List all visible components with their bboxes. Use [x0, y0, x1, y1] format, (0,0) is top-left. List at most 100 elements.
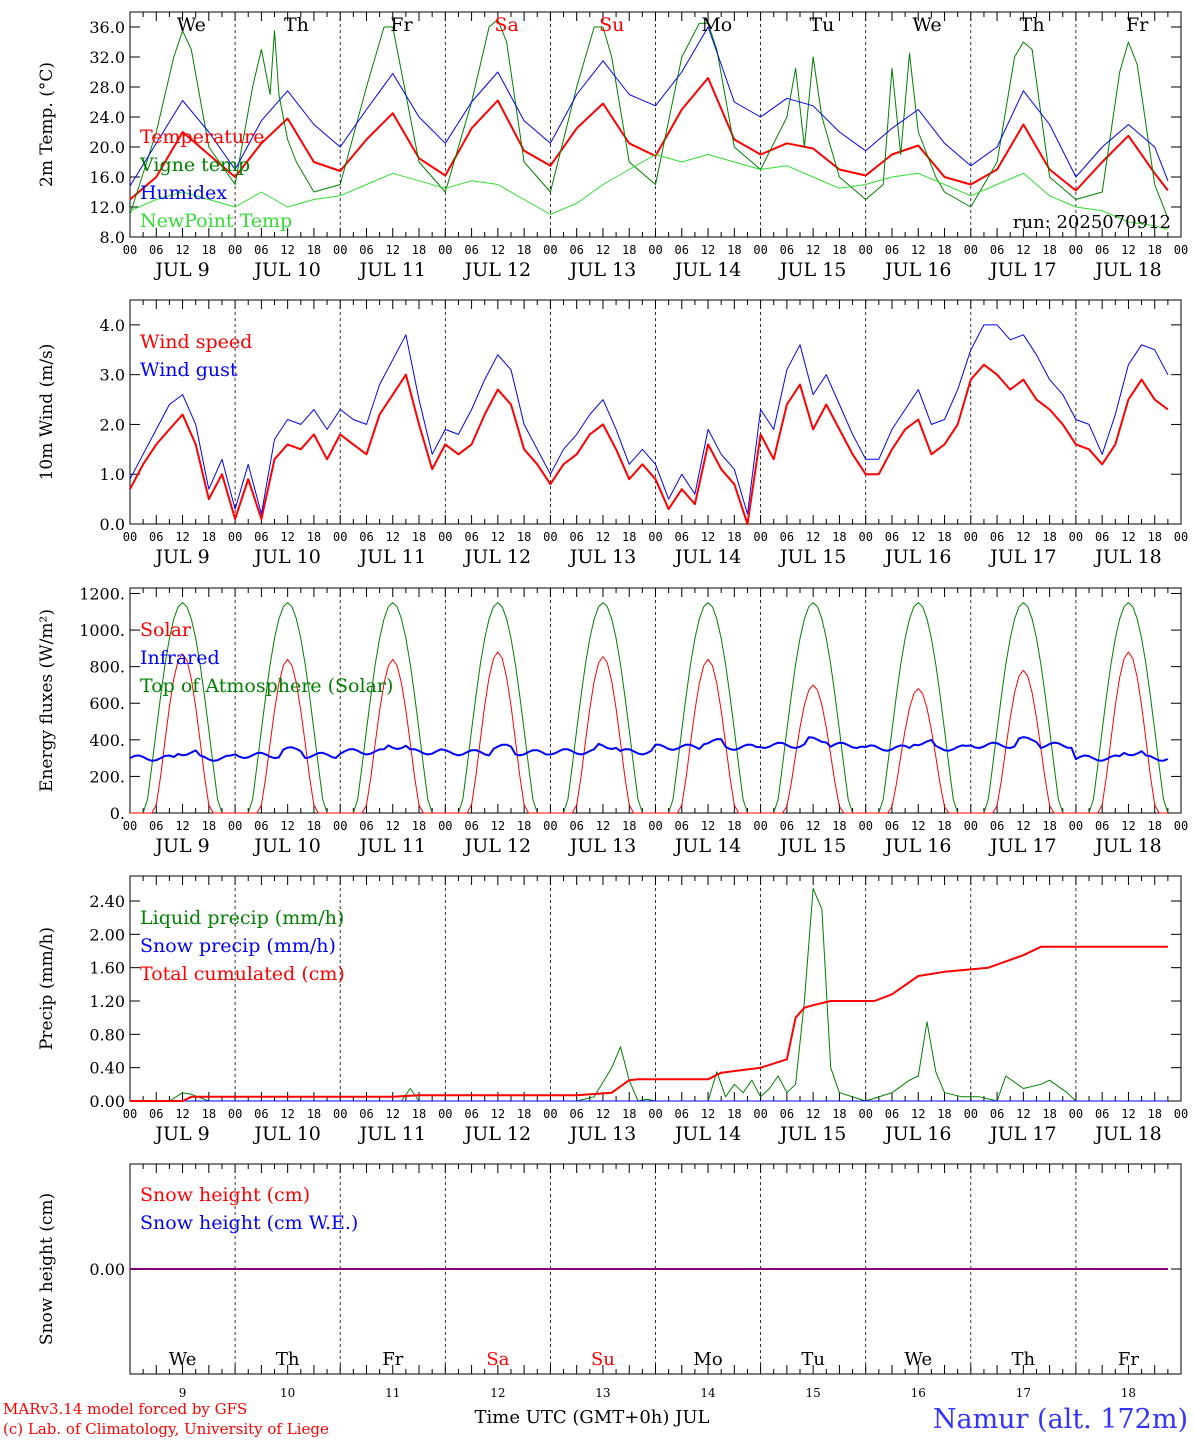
legend-entry: Wind speed: [140, 331, 252, 353]
hour-tick-label: 12: [386, 819, 400, 833]
day-number-label: 13: [595, 1386, 610, 1400]
hour-tick-label: 12: [175, 819, 189, 833]
y-tick-label: 2.40: [89, 892, 125, 911]
weekday-label: Sa: [494, 14, 518, 36]
hour-tick-label: 06: [359, 1107, 373, 1121]
hour-tick-label: 06: [675, 1107, 689, 1121]
y-tick-label: 28.0: [89, 78, 125, 97]
weekday-label: Th: [1020, 14, 1045, 36]
hour-tick-label: 18: [1147, 819, 1161, 833]
hour-tick-label: 00: [123, 819, 137, 833]
hour-tick-label: 00: [438, 819, 452, 833]
date-label: JUL 14: [673, 546, 741, 568]
hour-tick-label: 18: [937, 819, 951, 833]
hour-tick-label: 12: [386, 530, 400, 544]
hour-tick-label: 18: [622, 1107, 636, 1121]
date-label: JUL 11: [358, 835, 426, 857]
hour-tick-label: 00: [333, 1107, 347, 1121]
hour-tick-label: 00: [123, 1107, 137, 1121]
y-tick-label: 12.0: [89, 198, 125, 217]
date-label: JUL 15: [778, 835, 846, 857]
hour-tick-label: 06: [149, 530, 163, 544]
date-label: JUL 14: [673, 835, 741, 857]
footer-model-credit: MARv3.14 model forced by GFS: [3, 1400, 247, 1418]
date-label: JUL 13: [568, 835, 636, 857]
series-line-3: [130, 945, 1168, 1102]
y-tick-label: 32.0: [89, 48, 125, 67]
y-tick-label: 3.0: [100, 366, 125, 385]
y-tick-label: 1.60: [89, 959, 125, 978]
hour-tick-label: 12: [1016, 530, 1030, 544]
hour-tick-label: 06: [990, 819, 1004, 833]
y-axis-label: Energy fluxes (W/m²): [37, 609, 57, 792]
hour-tick-label: 12: [911, 1107, 925, 1121]
y-tick-label: 24.0: [89, 108, 125, 127]
hour-tick-label: 00: [1069, 530, 1083, 544]
hour-tick-label: 06: [675, 243, 689, 257]
hour-tick-label: 18: [937, 1107, 951, 1121]
hour-tick-label: 12: [911, 530, 925, 544]
y-tick-label: 20.0: [89, 138, 125, 157]
hour-tick-label: 00: [1069, 1107, 1083, 1121]
series-line-3: [129, 26, 1169, 187]
hour-tick-label: 12: [911, 243, 925, 257]
hour-tick-label: 12: [491, 530, 505, 544]
hour-tick-label: 06: [254, 530, 268, 544]
hour-tick-label: 00: [648, 530, 662, 544]
day-number-label: 15: [806, 1386, 821, 1400]
hour-tick-label: 12: [806, 819, 820, 833]
y-tick-label: 0.80: [89, 1025, 125, 1044]
legend-entry: Solar: [140, 619, 192, 641]
legend-entry: Temperature: [140, 126, 264, 148]
hour-tick-label: 00: [753, 243, 767, 257]
hour-tick-label: 06: [254, 243, 268, 257]
hour-tick-label: 12: [280, 1107, 294, 1121]
hour-tick-label: 18: [202, 243, 216, 257]
hour-tick-label: 06: [569, 530, 583, 544]
date-label: JUL 9: [153, 1123, 209, 1145]
hour-tick-label: 06: [569, 819, 583, 833]
hour-tick-label: 06: [464, 243, 478, 257]
hour-tick-label: 06: [359, 819, 373, 833]
day-number-label: 11: [385, 1386, 400, 1400]
hour-tick-label: 06: [359, 243, 373, 257]
y-axis-label: Precip (mm/h): [37, 927, 57, 1050]
y-tick-label: 0.40: [89, 1059, 125, 1078]
hour-tick-label: 18: [307, 530, 321, 544]
plot-frame: [129, 587, 1182, 814]
hour-tick-label: 06: [1095, 1107, 1109, 1121]
hour-tick-label: 18: [307, 819, 321, 833]
date-label: JUL 14: [673, 259, 741, 281]
hour-tick-label: 06: [675, 530, 689, 544]
hour-tick-label: 18: [307, 243, 321, 257]
weekday-label: Fr: [1126, 14, 1149, 36]
hour-tick-label: 12: [596, 530, 610, 544]
hour-tick-label: 12: [491, 243, 505, 257]
hour-tick-label: 06: [780, 1107, 794, 1121]
hour-tick-label: 00: [648, 819, 662, 833]
hour-tick-label: 12: [280, 530, 294, 544]
date-label: JUL 13: [568, 259, 636, 281]
hour-tick-label: 18: [412, 530, 426, 544]
date-label: JUL 16: [883, 1123, 951, 1145]
infrared-line: [129, 736, 1169, 762]
legend-entry: NewPoint Temp: [140, 210, 292, 232]
hour-tick-label: 12: [1016, 243, 1030, 257]
date-label: JUL 9: [153, 835, 209, 857]
hour-tick-label: 00: [543, 819, 557, 833]
y-tick-label: 0.: [110, 804, 125, 823]
date-label: JUL 11: [358, 1123, 426, 1145]
hour-tick-label: 06: [464, 819, 478, 833]
hour-tick-label: 18: [307, 1107, 321, 1121]
y-tick-label: 0.00: [89, 1260, 125, 1279]
hour-tick-label: 06: [780, 819, 794, 833]
footer-x-axis-label: Time UTC (GMT+0h) JUL: [475, 1407, 710, 1428]
hour-tick-label: 18: [412, 1107, 426, 1121]
weekday-label: Fr: [390, 14, 413, 36]
date-label: JUL 15: [778, 546, 846, 568]
day-number-label: 10: [280, 1386, 295, 1400]
hour-tick-label: 00: [858, 1107, 872, 1121]
hour-tick-label: 12: [280, 819, 294, 833]
hour-tick-label: 18: [517, 819, 531, 833]
hour-tick-label: 18: [1042, 530, 1056, 544]
